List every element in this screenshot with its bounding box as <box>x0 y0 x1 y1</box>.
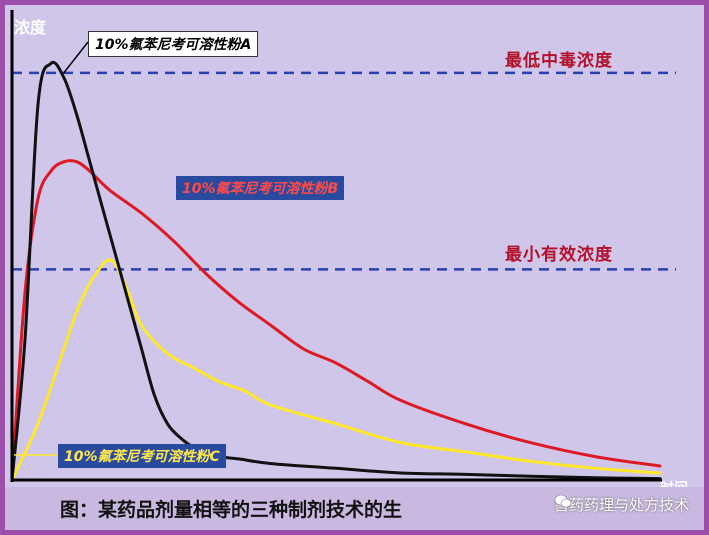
series-label-a: 10%氟苯尼考可溶性粉A <box>88 31 259 57</box>
axes <box>10 10 662 482</box>
series-label-c: 10%氟苯尼考可溶性粉C <box>58 444 226 468</box>
chart-panel <box>5 5 704 530</box>
reference-lines <box>12 71 676 271</box>
ref-label-toxic: 最低中毒浓度 <box>505 51 613 71</box>
connector-a <box>63 41 89 74</box>
caption-bar <box>5 487 704 530</box>
watermark: 兽药药理与处方技术 <box>554 494 689 515</box>
series-line-0 <box>10 60 662 482</box>
y-axis-label: 浓度 <box>14 18 47 37</box>
series-label-b: 10%氟苯尼考可溶性粉B <box>176 176 345 200</box>
series-line-1 <box>10 159 662 482</box>
series-line-2 <box>10 258 662 482</box>
series-lines <box>10 60 662 482</box>
wechat-icon <box>554 494 572 508</box>
watermark-text: 兽药药理与处方技术 <box>553 496 689 514</box>
ref-label-effective: 最小有效浓度 <box>505 245 613 265</box>
figure-caption: 图：某药品剂量相等的三种制剂技术的生 <box>60 499 403 521</box>
